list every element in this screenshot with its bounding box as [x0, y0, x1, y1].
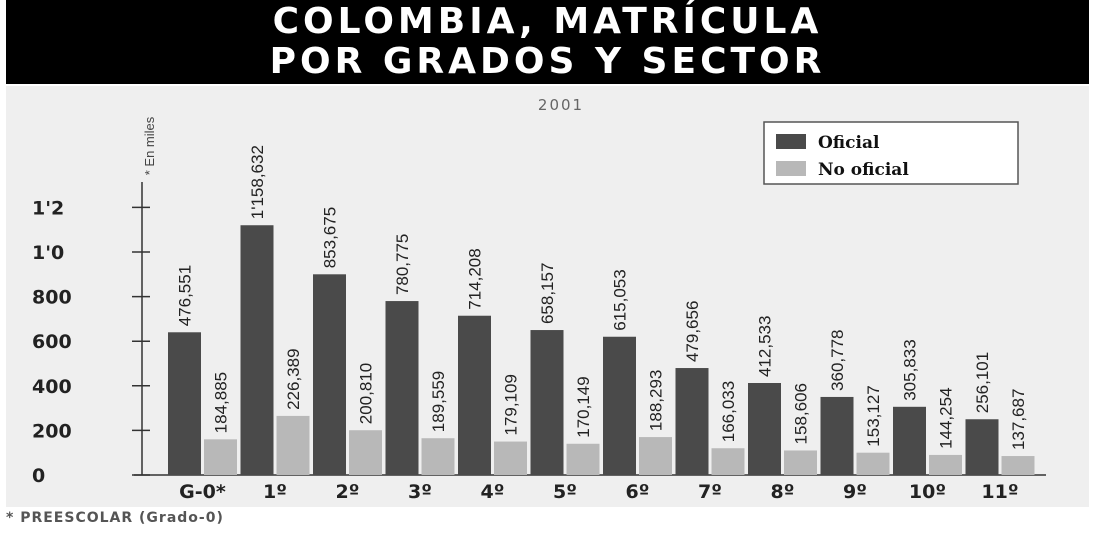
bar-no-oficial [494, 441, 527, 475]
bar-no-oficial [204, 439, 237, 475]
value-label-oficial: 479,656 [683, 301, 702, 362]
value-label-no-oficial: 188,293 [647, 370, 666, 431]
bar-oficial [820, 396, 854, 475]
legend-label-no-oficial: No oficial [818, 160, 909, 180]
bar-no-oficial [929, 454, 962, 475]
value-label-oficial: 853,675 [321, 207, 340, 268]
x-tick-label: 5º [553, 481, 577, 503]
value-label-no-oficial: 153,127 [864, 385, 883, 446]
x-tick-label: G-0* [179, 481, 226, 503]
value-label-no-oficial: 170,149 [574, 376, 593, 437]
bar-oficial [893, 406, 926, 475]
bar-no-oficial [856, 452, 890, 475]
bar-chart: 2001 * En miles 0 200 400 600 800 1'0 1'2 476,551… [32, 96, 1046, 503]
value-label-no-oficial: 137,687 [1009, 389, 1028, 450]
legend-box [763, 121, 1019, 185]
bar-no-oficial [784, 450, 817, 475]
chart-subtitle: 2001 [538, 96, 584, 114]
value-label-oficial: 714,208 [466, 248, 485, 309]
bar-oficial [603, 336, 636, 475]
x-tick-label: 11º [981, 481, 1018, 503]
bar-oficial [965, 419, 999, 475]
value-label-no-oficial: 144,254 [937, 387, 956, 448]
y-tick-label: 400 [32, 376, 72, 398]
value-label-no-oficial: 200,810 [357, 363, 376, 424]
bar-no-oficial [566, 443, 600, 475]
value-label-oficial: 412,533 [756, 316, 775, 377]
value-label-no-oficial: 184,885 [212, 372, 231, 433]
y-tick-label: 600 [32, 331, 72, 353]
bar-no-oficial [639, 437, 672, 475]
value-label-oficial: 360,778 [828, 329, 847, 390]
x-tick-label: 3º [408, 481, 432, 503]
bar-oficial [313, 274, 346, 475]
value-label-oficial: 615,053 [611, 269, 630, 330]
x-tick-label: 9º [843, 481, 867, 503]
bar-no-oficial [421, 438, 455, 475]
value-label-oficial: 305,833 [901, 339, 920, 400]
x-tick-label: 1º [263, 481, 287, 503]
y-axis-label: * En miles [142, 116, 157, 175]
y-tick-label: 800 [32, 287, 72, 309]
x-tick-label: 2º [336, 481, 360, 503]
value-label-no-oficial: 226,389 [284, 348, 303, 409]
value-label-oficial: 256,101 [973, 352, 992, 413]
legend-label-oficial: Oficial [818, 133, 880, 153]
chart-panel: 2001 * En miles 0 200 400 600 800 1'0 1'2 476,551… [6, 86, 1089, 507]
x-tick-label: 10º [909, 481, 946, 503]
bar-oficial [675, 368, 709, 475]
bar-oficial [240, 225, 274, 475]
bar-no-oficial [349, 430, 382, 475]
chart-title-line-2: POR GRADOS Y SECTOR [269, 41, 826, 82]
x-tick-label: 7º [698, 481, 722, 503]
bar-oficial [530, 330, 564, 475]
value-label-no-oficial: 166,033 [719, 381, 738, 442]
bar-no-oficial [276, 415, 310, 475]
bar-oficial [168, 332, 201, 475]
value-label-no-oficial: 189,559 [429, 371, 448, 432]
title-banner: COLOMBIA, MATRÍCULA POR GRADOS Y SECTOR [6, 0, 1089, 84]
bar-no-oficial [1001, 456, 1035, 475]
footnote: * PREESCOLAR (Grado-0) [6, 510, 224, 526]
x-tick-label: 6º [626, 481, 650, 503]
value-label-oficial: 476,551 [176, 265, 195, 326]
y-tick-label: 1'0 [32, 242, 64, 264]
y-tick-label: 200 [32, 420, 72, 442]
x-tick-label: 4º [481, 481, 505, 503]
bar-oficial [385, 301, 419, 475]
legend-swatch-oficial [776, 134, 806, 149]
chart-title-line-1: COLOMBIA, MATRÍCULA [272, 1, 823, 42]
x-tick-label: 8º [771, 481, 795, 503]
value-label-oficial: 780,775 [393, 234, 412, 295]
bar-oficial [748, 383, 781, 475]
legend-swatch-no-oficial [776, 161, 806, 176]
bar-oficial [458, 315, 491, 475]
y-tick-label: 1'2 [32, 197, 64, 219]
value-label-oficial: 658,157 [538, 263, 557, 324]
y-tick-label: 0 [32, 465, 45, 487]
value-label-no-oficial: 158,606 [792, 383, 811, 444]
value-label-oficial: 1'158,632 [248, 145, 267, 219]
value-label-no-oficial: 179,109 [502, 374, 521, 435]
bar-no-oficial [711, 448, 745, 475]
